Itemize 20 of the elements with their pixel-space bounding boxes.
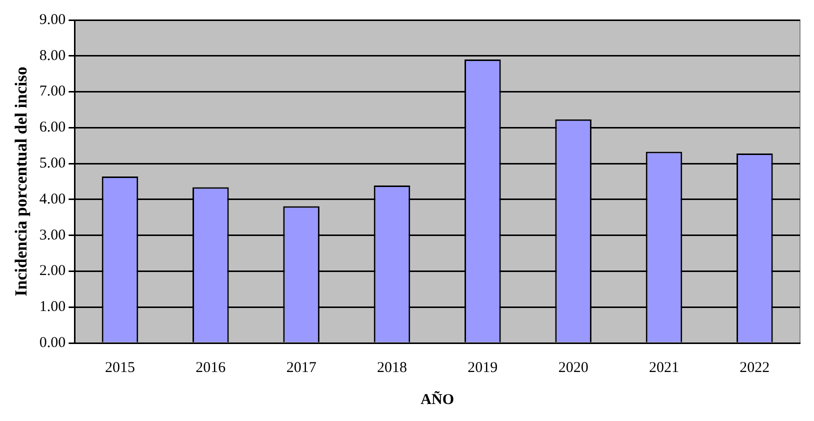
x-axis-title: AÑO — [420, 390, 454, 408]
x-tick-label: 2019 — [468, 360, 498, 376]
x-tick-label: 2018 — [376, 360, 407, 376]
y-tick-label: 7.00 — [39, 84, 66, 100]
x-tick-label: 2021 — [648, 360, 679, 376]
y-tick-label: 2.00 — [39, 263, 66, 280]
x-tick-label: 2017 — [286, 360, 317, 376]
x-tick-label: 2015 — [104, 360, 135, 376]
y-tick-label: 9.00 — [39, 12, 66, 28]
x-tick-label: 2016 — [196, 360, 226, 376]
y-axis-title: Incidencia porcentual del inciso — [12, 66, 31, 296]
y-tick-label: 6.00 — [39, 120, 66, 136]
x-tick-label: 2022 — [740, 360, 770, 376]
y-tick-label: 5.00 — [39, 155, 66, 172]
y-tick-label: 3.00 — [39, 227, 66, 244]
y-tick-label: 1.00 — [39, 299, 66, 316]
y-tick-label: 0.00 — [39, 334, 66, 351]
y-tick-label: 4.00 — [39, 191, 66, 208]
y-tick-label: 8.00 — [39, 48, 66, 64]
x-tick-label: 2020 — [558, 360, 588, 376]
